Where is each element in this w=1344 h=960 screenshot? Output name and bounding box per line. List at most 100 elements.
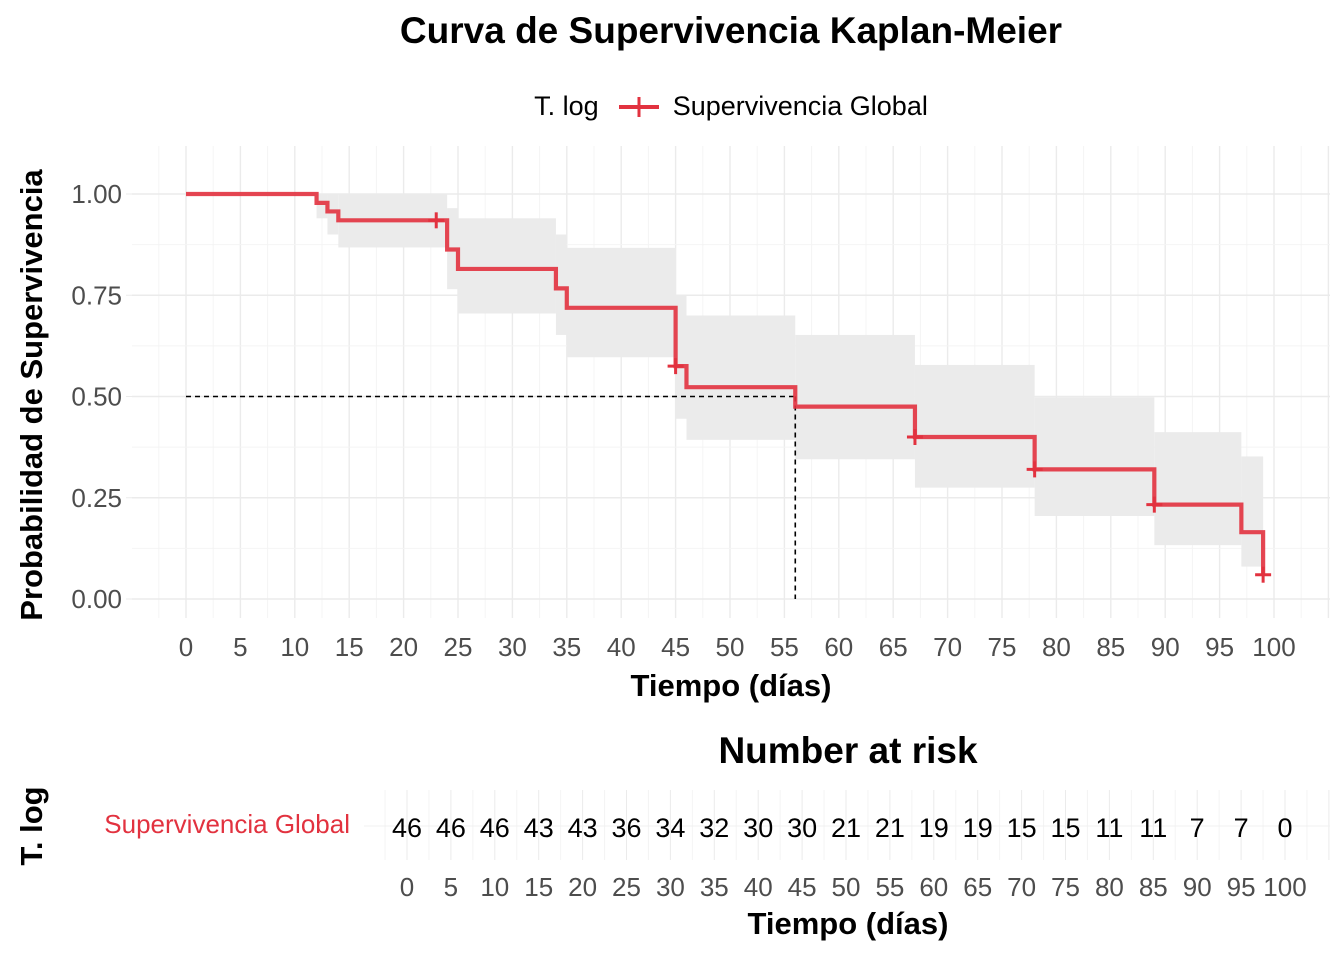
confidence-band bbox=[316, 194, 1264, 567]
risk-x-tick-label: 50 bbox=[832, 872, 861, 902]
risk-value: 36 bbox=[611, 813, 641, 843]
risk-x-tick-label: 5 bbox=[444, 872, 458, 902]
y-tick-label: 0.75 bbox=[71, 280, 122, 310]
x-tick-label: 85 bbox=[1096, 632, 1125, 662]
risk-x-tick-label: 100 bbox=[1263, 872, 1306, 902]
survival-step-line bbox=[186, 191, 1266, 575]
risk-value: 15 bbox=[1007, 813, 1037, 843]
risk-x-tick-label: 40 bbox=[744, 872, 773, 902]
risk-x-tick-label: 95 bbox=[1227, 872, 1256, 902]
y-tick-label: 0.00 bbox=[71, 584, 122, 614]
censor-mark bbox=[906, 429, 923, 445]
risk-value: 19 bbox=[919, 813, 949, 843]
x-tick-labels: 0 5 10 15 20 25 30 35 40 45 50 55 60 65 70 75 80 85 90 95 10… bbox=[179, 632, 1296, 662]
risk-table-title: Number at risk bbox=[718, 730, 978, 771]
risk-value: 15 bbox=[1050, 813, 1080, 843]
x-tick-label: 90 bbox=[1151, 632, 1180, 662]
risk-table-grid bbox=[364, 790, 1330, 860]
legend-entry-label: Supervivencia Global bbox=[672, 91, 928, 122]
risk-value: 11 bbox=[1139, 813, 1167, 843]
x-tick-label: 0 bbox=[179, 632, 193, 662]
x-tick-label: 60 bbox=[824, 632, 853, 662]
risk-x-tick-label: 35 bbox=[700, 872, 729, 902]
x-tick-label: 20 bbox=[389, 632, 418, 662]
risk-x-tick-label: 0 bbox=[400, 872, 414, 902]
confidence-band-segment bbox=[566, 247, 676, 358]
survival-curve bbox=[186, 191, 1266, 575]
risk-x-tick-label: 60 bbox=[919, 872, 948, 902]
confidence-band-segment bbox=[795, 334, 915, 460]
confidence-band-segment bbox=[1241, 456, 1264, 567]
risk-value: 34 bbox=[655, 813, 685, 843]
risk-table-x-label: Tiempo (días) bbox=[747, 906, 949, 941]
x-tick-label: 80 bbox=[1042, 632, 1071, 662]
risk-x-tick-label: 45 bbox=[788, 872, 817, 902]
y-tick-label: 1.00 bbox=[71, 179, 122, 209]
censor-mark bbox=[667, 358, 684, 375]
censor-marks bbox=[428, 212, 1272, 583]
risk-x-tick-label: 15 bbox=[524, 872, 553, 902]
risk-value: 11 bbox=[1095, 813, 1123, 843]
risk-value: 46 bbox=[392, 813, 422, 843]
risk-value: 19 bbox=[963, 813, 993, 843]
confidence-band-segment bbox=[458, 218, 556, 314]
median-lines bbox=[186, 395, 797, 599]
x-tick-label: 10 bbox=[280, 632, 309, 662]
x-tick-label: 95 bbox=[1205, 632, 1234, 662]
confidence-band-segment bbox=[555, 234, 567, 335]
risk-x-tick-label: 75 bbox=[1051, 872, 1080, 902]
risk-table-row-label: Supervivencia Global bbox=[104, 809, 350, 839]
confidence-band-segment bbox=[675, 295, 687, 419]
confidence-band-segment bbox=[327, 194, 339, 235]
risk-value: 30 bbox=[787, 813, 817, 843]
risk-x-tick-label: 20 bbox=[568, 872, 597, 902]
x-tick-label: 100 bbox=[1252, 632, 1295, 662]
confidence-band-segment bbox=[914, 364, 1035, 488]
x-tick-label: 35 bbox=[552, 632, 581, 662]
risk-x-tick-label: 70 bbox=[1007, 872, 1036, 902]
risk-x-tick-label: 85 bbox=[1139, 872, 1168, 902]
confidence-band-segment bbox=[686, 315, 796, 440]
x-tick-label: 70 bbox=[933, 632, 962, 662]
censor-mark bbox=[1255, 566, 1272, 583]
confidence-band-segment bbox=[1034, 397, 1155, 516]
x-tick-label: 75 bbox=[988, 632, 1017, 662]
risk-x-tick-label: 80 bbox=[1095, 872, 1124, 902]
x-tick-label: 25 bbox=[444, 632, 473, 662]
risk-value: 21 bbox=[831, 813, 861, 843]
x-tick-label: 5 bbox=[233, 632, 247, 662]
legend-key-icon bbox=[618, 96, 659, 117]
risk-value: 7 bbox=[1234, 813, 1249, 843]
risk-value: 7 bbox=[1190, 813, 1205, 843]
risk-value: 46 bbox=[436, 813, 466, 843]
risk-x-tick-label: 65 bbox=[963, 872, 992, 902]
legend: T. log Supervivencia Global bbox=[0, 90, 1344, 122]
confidence-band-segment bbox=[1154, 432, 1242, 546]
risk-x-tick-label: 90 bbox=[1183, 872, 1212, 902]
x-tick-label: 40 bbox=[607, 632, 636, 662]
risk-x-tick-label: 10 bbox=[480, 872, 509, 902]
risk-value: 0 bbox=[1277, 813, 1292, 843]
risk-value: 21 bbox=[875, 813, 905, 843]
risk-value: 46 bbox=[480, 813, 510, 843]
censor-mark bbox=[428, 212, 445, 229]
confidence-band-segment bbox=[316, 194, 328, 219]
risk-x-tick-label: 25 bbox=[612, 872, 641, 902]
risk-value: 43 bbox=[524, 813, 554, 843]
x-tick-label: 30 bbox=[498, 632, 527, 662]
risk-x-tick-label: 55 bbox=[875, 872, 904, 902]
censor-mark bbox=[1026, 461, 1043, 478]
risk-value: 43 bbox=[568, 813, 598, 843]
censor-mark bbox=[1146, 496, 1163, 513]
y-tick-label: 0.50 bbox=[71, 382, 122, 412]
y-tick-labels: 0.00 0.25 0.50 0.75 1.00 bbox=[71, 179, 132, 614]
y-tick-label: 0.25 bbox=[71, 483, 122, 513]
x-tick-label: 45 bbox=[661, 632, 690, 662]
x-axis-label: Tiempo (días) bbox=[630, 668, 832, 703]
risk-table-values: 46 46 46 43 43 36 34 32 30 30 21 21 19 19 15 15 11 11 7 7 0 bbox=[392, 813, 1293, 843]
x-tick-label: 65 bbox=[879, 632, 908, 662]
x-tick-label: 50 bbox=[716, 632, 745, 662]
risk-value: 32 bbox=[699, 813, 729, 843]
chart-title: Curva de Supervivencia Kaplan-Meier bbox=[399, 10, 1063, 51]
